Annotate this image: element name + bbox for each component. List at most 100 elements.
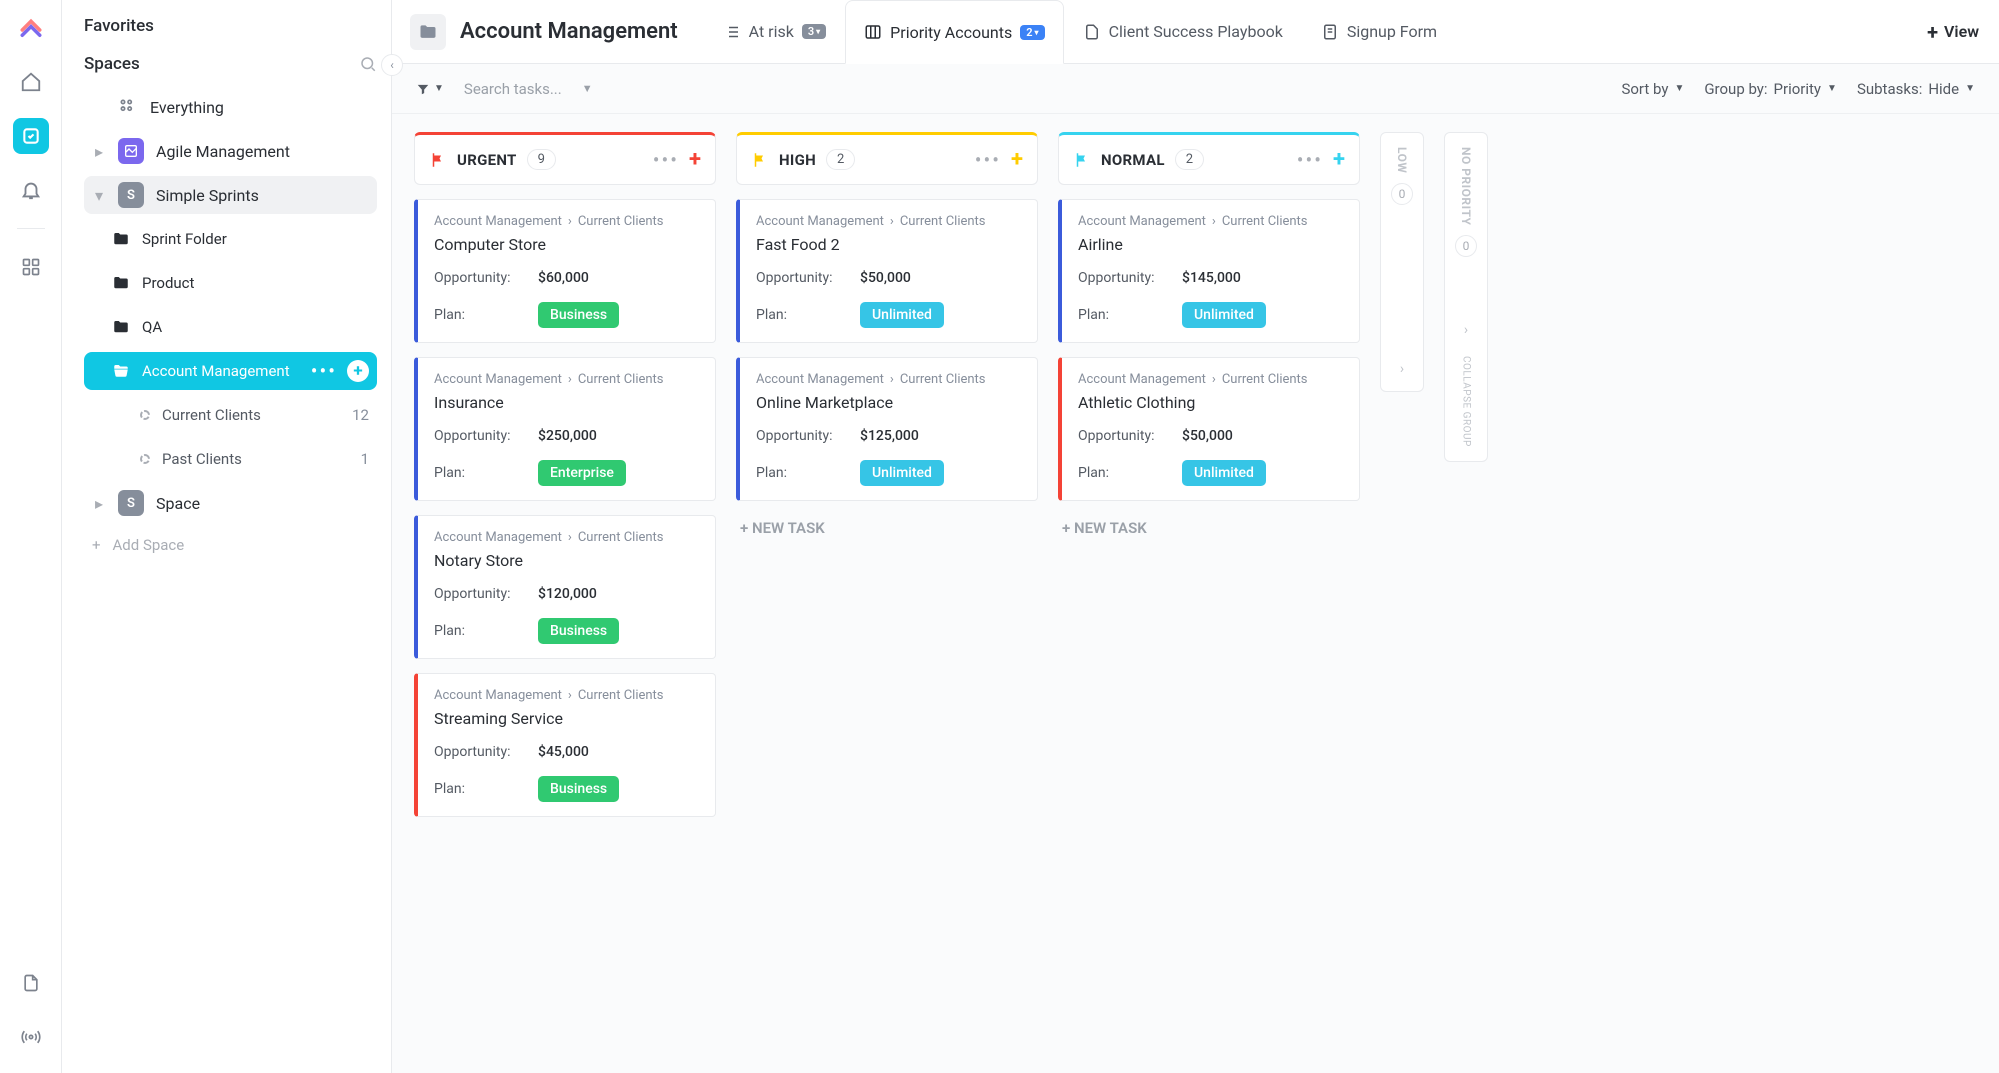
tab-badge: 2▾ xyxy=(1020,25,1044,40)
collapse-sidebar-button[interactable]: ‹ xyxy=(381,54,403,76)
spaces-heading[interactable]: Spaces xyxy=(84,54,140,74)
sidebar-item-sprint-folder[interactable]: Sprint Folder xyxy=(84,220,377,258)
tab-label: Signup Form xyxy=(1347,22,1437,41)
group-button[interactable]: Group by: Priority ▼ xyxy=(1704,80,1837,98)
column-header[interactable]: HIGH 2 ••• + xyxy=(736,132,1038,185)
opportunity-value: $125,000 xyxy=(860,428,919,444)
apps-icon[interactable] xyxy=(13,249,49,285)
new-task-button[interactable]: + NEW TASK xyxy=(736,515,1038,541)
plus-icon: + xyxy=(92,536,101,554)
tab-label: Client Success Playbook xyxy=(1109,22,1283,41)
field-label: Opportunity: xyxy=(1078,270,1168,286)
field-label: Plan: xyxy=(1078,465,1168,481)
tab-priority-accounts[interactable]: Priority Accounts 2▾ xyxy=(845,0,1063,64)
add-view-button[interactable]: + View xyxy=(1927,20,1979,44)
app-logo[interactable] xyxy=(15,14,47,46)
collapsed-column[interactable]: NO PRIORITY 0 › COLLAPSE GROUP xyxy=(1444,132,1488,462)
folder-icon xyxy=(410,14,446,50)
add-space-button[interactable]: + Add Space xyxy=(84,528,377,562)
more-icon[interactable]: ••• xyxy=(653,155,679,165)
tasks-icon[interactable] xyxy=(13,118,49,154)
broadcast-icon[interactable] xyxy=(13,1019,49,1055)
column-header[interactable]: URGENT 9 ••• + xyxy=(414,132,716,185)
chevron-down-icon[interactable]: ▼ xyxy=(582,82,593,95)
add-card-button[interactable]: + xyxy=(689,147,701,172)
tabs: At risk 3▾ Priority Accounts 2▾ Client S… xyxy=(704,0,1456,63)
chevron-right-icon: › xyxy=(1400,361,1404,377)
card[interactable]: Account Management › Current Clients Str… xyxy=(414,673,716,817)
collapsed-label: LOW xyxy=(1395,147,1409,173)
folder-icon xyxy=(112,230,130,248)
breadcrumb: Account Management › Current Clients xyxy=(756,214,1021,229)
subtasks-value: Hide xyxy=(1928,80,1959,98)
card[interactable]: Account Management › Current Clients Fas… xyxy=(736,199,1038,343)
column-count: 9 xyxy=(527,149,556,170)
more-icon[interactable]: ••• xyxy=(1297,155,1323,165)
notifications-icon[interactable] xyxy=(13,172,49,208)
chevron-down-icon: ▼ xyxy=(1674,83,1684,94)
card[interactable]: Account Management › Current Clients Air… xyxy=(1058,199,1360,343)
group-label: Group by: xyxy=(1704,80,1767,98)
card[interactable]: Account Management › Current Clients Com… xyxy=(414,199,716,343)
tab-signup-form[interactable]: Signup Form xyxy=(1302,0,1456,63)
card[interactable]: Account Management › Current Clients Not… xyxy=(414,515,716,659)
filter-button[interactable]: ▼ xyxy=(416,82,444,96)
card[interactable]: Account Management › Current Clients Onl… xyxy=(736,357,1038,501)
page-title: Account Management xyxy=(460,19,678,44)
sidebar-item-qa[interactable]: QA xyxy=(84,308,377,346)
sidebar-item-past-clients[interactable]: Past Clients 1 xyxy=(84,440,377,478)
sidebar-item-simple-sprints[interactable]: ▾ S Simple Sprints xyxy=(84,176,377,214)
tab-client-success[interactable]: Client Success Playbook xyxy=(1064,0,1302,63)
column-high: HIGH 2 ••• + Account Management › Curren… xyxy=(736,132,1038,541)
form-icon xyxy=(1321,23,1339,41)
collapsed-column[interactable]: LOW 0 › xyxy=(1380,132,1424,392)
card[interactable]: Account Management › Current Clients Ins… xyxy=(414,357,716,501)
add-icon[interactable]: + xyxy=(347,360,369,382)
board-icon xyxy=(864,23,882,41)
add-card-button[interactable]: + xyxy=(1011,147,1023,172)
new-task-button[interactable]: + NEW TASK xyxy=(1058,515,1360,541)
column-header[interactable]: NORMAL 2 ••• + xyxy=(1058,132,1360,185)
card[interactable]: Account Management › Current Clients Ath… xyxy=(1058,357,1360,501)
opportunity-value: $50,000 xyxy=(860,270,911,286)
list-icon xyxy=(723,23,741,41)
plan-badge: Unlimited xyxy=(860,460,944,486)
more-icon[interactable]: ••• xyxy=(975,155,1001,165)
folder-icon xyxy=(112,318,130,336)
home-icon[interactable] xyxy=(13,64,49,100)
field-label: Plan: xyxy=(1078,307,1168,323)
sidebar-item-agile[interactable]: ▸ Agile Management xyxy=(84,132,377,170)
subtasks-button[interactable]: Subtasks: Hide ▼ xyxy=(1857,80,1975,98)
flag-icon xyxy=(751,151,769,169)
chevron-down-icon: ▼ xyxy=(1965,83,1975,94)
sidebar-item-space[interactable]: ▸ S Space xyxy=(84,484,377,522)
sidebar-item-everything[interactable]: Everything xyxy=(84,88,377,126)
field-label: Opportunity: xyxy=(1078,428,1168,444)
chevron-right-icon: ▸ xyxy=(92,494,106,513)
sidebar-item-label: Past Clients xyxy=(162,450,349,468)
sidebar-item-account-management[interactable]: Account Management ••• + xyxy=(84,352,377,390)
tab-label: Priority Accounts xyxy=(890,23,1012,42)
plan-badge: Unlimited xyxy=(860,302,944,328)
sidebar-item-label: Simple Sprints xyxy=(156,186,369,205)
favorites-heading[interactable]: Favorites xyxy=(84,16,377,36)
doc-icon[interactable] xyxy=(13,965,49,1001)
collapsed-count: 0 xyxy=(1455,235,1477,257)
opportunity-value: $50,000 xyxy=(1182,428,1233,444)
search-icon[interactable] xyxy=(359,55,377,73)
add-card-button[interactable]: + xyxy=(1333,147,1345,172)
column-normal: NORMAL 2 ••• + Account Management › Curr… xyxy=(1058,132,1360,541)
group-value: Priority xyxy=(1774,80,1821,98)
sidebar-item-current-clients[interactable]: Current Clients 12 xyxy=(84,396,377,434)
sidebar-item-label: Space xyxy=(156,494,369,513)
folder-icon xyxy=(112,274,130,292)
collapsed-label: NO PRIORITY xyxy=(1459,147,1473,225)
sidebar-item-product[interactable]: Product xyxy=(84,264,377,302)
collapsed-count: 0 xyxy=(1391,183,1413,205)
tab-at-risk[interactable]: At risk 3▾ xyxy=(704,0,846,63)
more-icon[interactable]: ••• xyxy=(311,366,337,376)
sort-button[interactable]: Sort by ▼ xyxy=(1621,80,1684,98)
search-input[interactable]: Search tasks... xyxy=(464,80,562,98)
sidebar-item-label: Current Clients xyxy=(162,406,340,424)
rail-divider xyxy=(17,228,45,229)
